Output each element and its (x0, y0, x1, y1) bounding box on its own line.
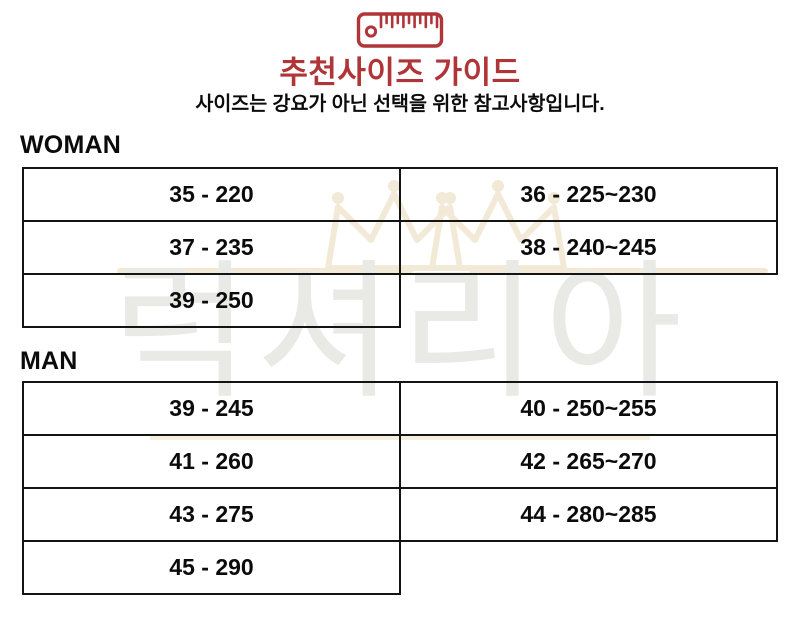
table-row: 39 - 250 (22, 273, 777, 328)
empty-cell (400, 274, 777, 327)
woman-size-table: 35 - 220 36 - 225~230 37 - 235 38 - 240~… (22, 167, 778, 328)
size-cell: 43 - 275 (22, 487, 401, 542)
empty-cell (400, 541, 777, 594)
ruler-icon (356, 12, 444, 48)
size-cell: 42 - 265~270 (399, 434, 778, 489)
size-cell: 38 - 240~245 (399, 220, 778, 275)
table-row: 35 - 220 36 - 225~230 (22, 167, 778, 222)
size-cell: 39 - 245 (22, 381, 401, 436)
man-section-label: MAN (20, 347, 78, 375)
table-row: 43 - 275 44 - 280~285 (22, 487, 778, 542)
size-cell: 44 - 280~285 (399, 487, 778, 542)
table-row: 37 - 235 38 - 240~245 (22, 220, 778, 275)
page-subtitle: 사이즈는 강요가 아닌 선택을 위한 참고사항입니다. (195, 93, 605, 115)
page-title: 추천사이즈 가이드 (279, 55, 521, 90)
size-cell: 41 - 260 (22, 434, 401, 489)
woman-section-label: WOMAN (20, 131, 121, 159)
table-row: 45 - 290 (22, 540, 777, 595)
size-cell: 36 - 225~230 (399, 167, 778, 222)
size-cell: 35 - 220 (22, 167, 401, 222)
size-cell: 39 - 250 (22, 273, 401, 328)
table-row: 41 - 260 42 - 265~270 (22, 434, 778, 489)
size-cell: 40 - 250~255 (399, 381, 778, 436)
man-size-table: 39 - 245 40 - 250~255 41 - 260 42 - 265~… (22, 381, 778, 595)
table-row: 39 - 245 40 - 250~255 (22, 381, 778, 436)
size-cell: 37 - 235 (22, 220, 401, 275)
size-cell: 45 - 290 (22, 540, 401, 595)
